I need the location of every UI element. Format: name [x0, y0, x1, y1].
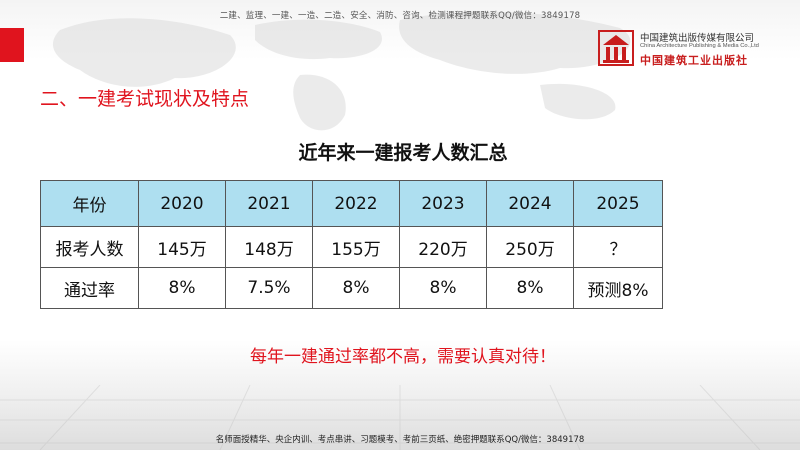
- header-cell-year-label: 年份: [40, 180, 139, 227]
- pass-rate-2021: 7.5%: [225, 267, 313, 309]
- publisher-brand: 中国建筑工业出版社: [640, 54, 748, 67]
- applicants-2020: 145万: [138, 226, 226, 268]
- publisher-logo-icon: [598, 30, 634, 66]
- applicants-2022: 155万: [312, 226, 400, 268]
- red-accent-bar: [0, 28, 24, 62]
- bottom-contact-note: 名师面授精华、央企内训、考点串讲、习题模考、考前三页纸、绝密押题联系QQ/微信：…: [215, 435, 585, 445]
- header-cell-2023: 2023: [399, 180, 487, 227]
- header-cell-2024: 2024: [486, 180, 574, 227]
- table-row-pass-rate: 通过率 8% 7.5% 8% 8% 8% 预测8%: [40, 267, 663, 309]
- applicants-2025: ？: [573, 226, 663, 268]
- applicants-2024: 250万: [486, 226, 574, 268]
- publisher-name-cn: 中国建筑出版传媒有限公司: [640, 33, 755, 44]
- pass-rate-2022: 8%: [312, 267, 400, 309]
- top-contact-note: 二建、监理、一建、一造、二造、安全、消防、咨询、检测课程押题联系QQ/微信：38…: [219, 11, 581, 21]
- pass-rate-2025: 预测8%: [573, 267, 663, 309]
- world-map-background: [52, 11, 631, 131]
- table-title: 近年来一建报考人数汇总: [298, 142, 508, 164]
- row-label-pass-rate: 通过率: [40, 267, 139, 309]
- pass-rate-2024: 8%: [486, 267, 574, 309]
- header-cell-2020: 2020: [138, 180, 226, 227]
- table-row-applicants: 报考人数 145万 148万 155万 220万 250万 ？: [40, 226, 663, 268]
- row-label-applicants: 报考人数: [40, 226, 139, 268]
- floor-background: [0, 385, 800, 450]
- pass-rate-2023: 8%: [399, 267, 487, 309]
- applicant-summary-table: 年份 2020 2021 2022 2023 2024 2025 报考人数 14…: [40, 180, 663, 309]
- highlight-note: 每年一建通过率都不高，需要认真对待！: [250, 347, 556, 367]
- pass-rate-2020: 8%: [138, 267, 226, 309]
- header-cell-2021: 2021: [225, 180, 313, 227]
- section-title: 二、一建考试现状及特点: [40, 88, 250, 110]
- publisher-name-en: China Architecture Publishing & Media Co…: [640, 43, 759, 49]
- header-cell-2022: 2022: [312, 180, 400, 227]
- table-header-row: 年份 2020 2021 2022 2023 2024 2025: [40, 180, 663, 227]
- publisher-logo: 中国建筑出版传媒有限公司 China Architecture Publishi…: [598, 28, 788, 72]
- header-cell-2025: 2025: [573, 180, 663, 227]
- applicants-2021: 148万: [225, 226, 313, 268]
- applicants-2023: 220万: [399, 226, 487, 268]
